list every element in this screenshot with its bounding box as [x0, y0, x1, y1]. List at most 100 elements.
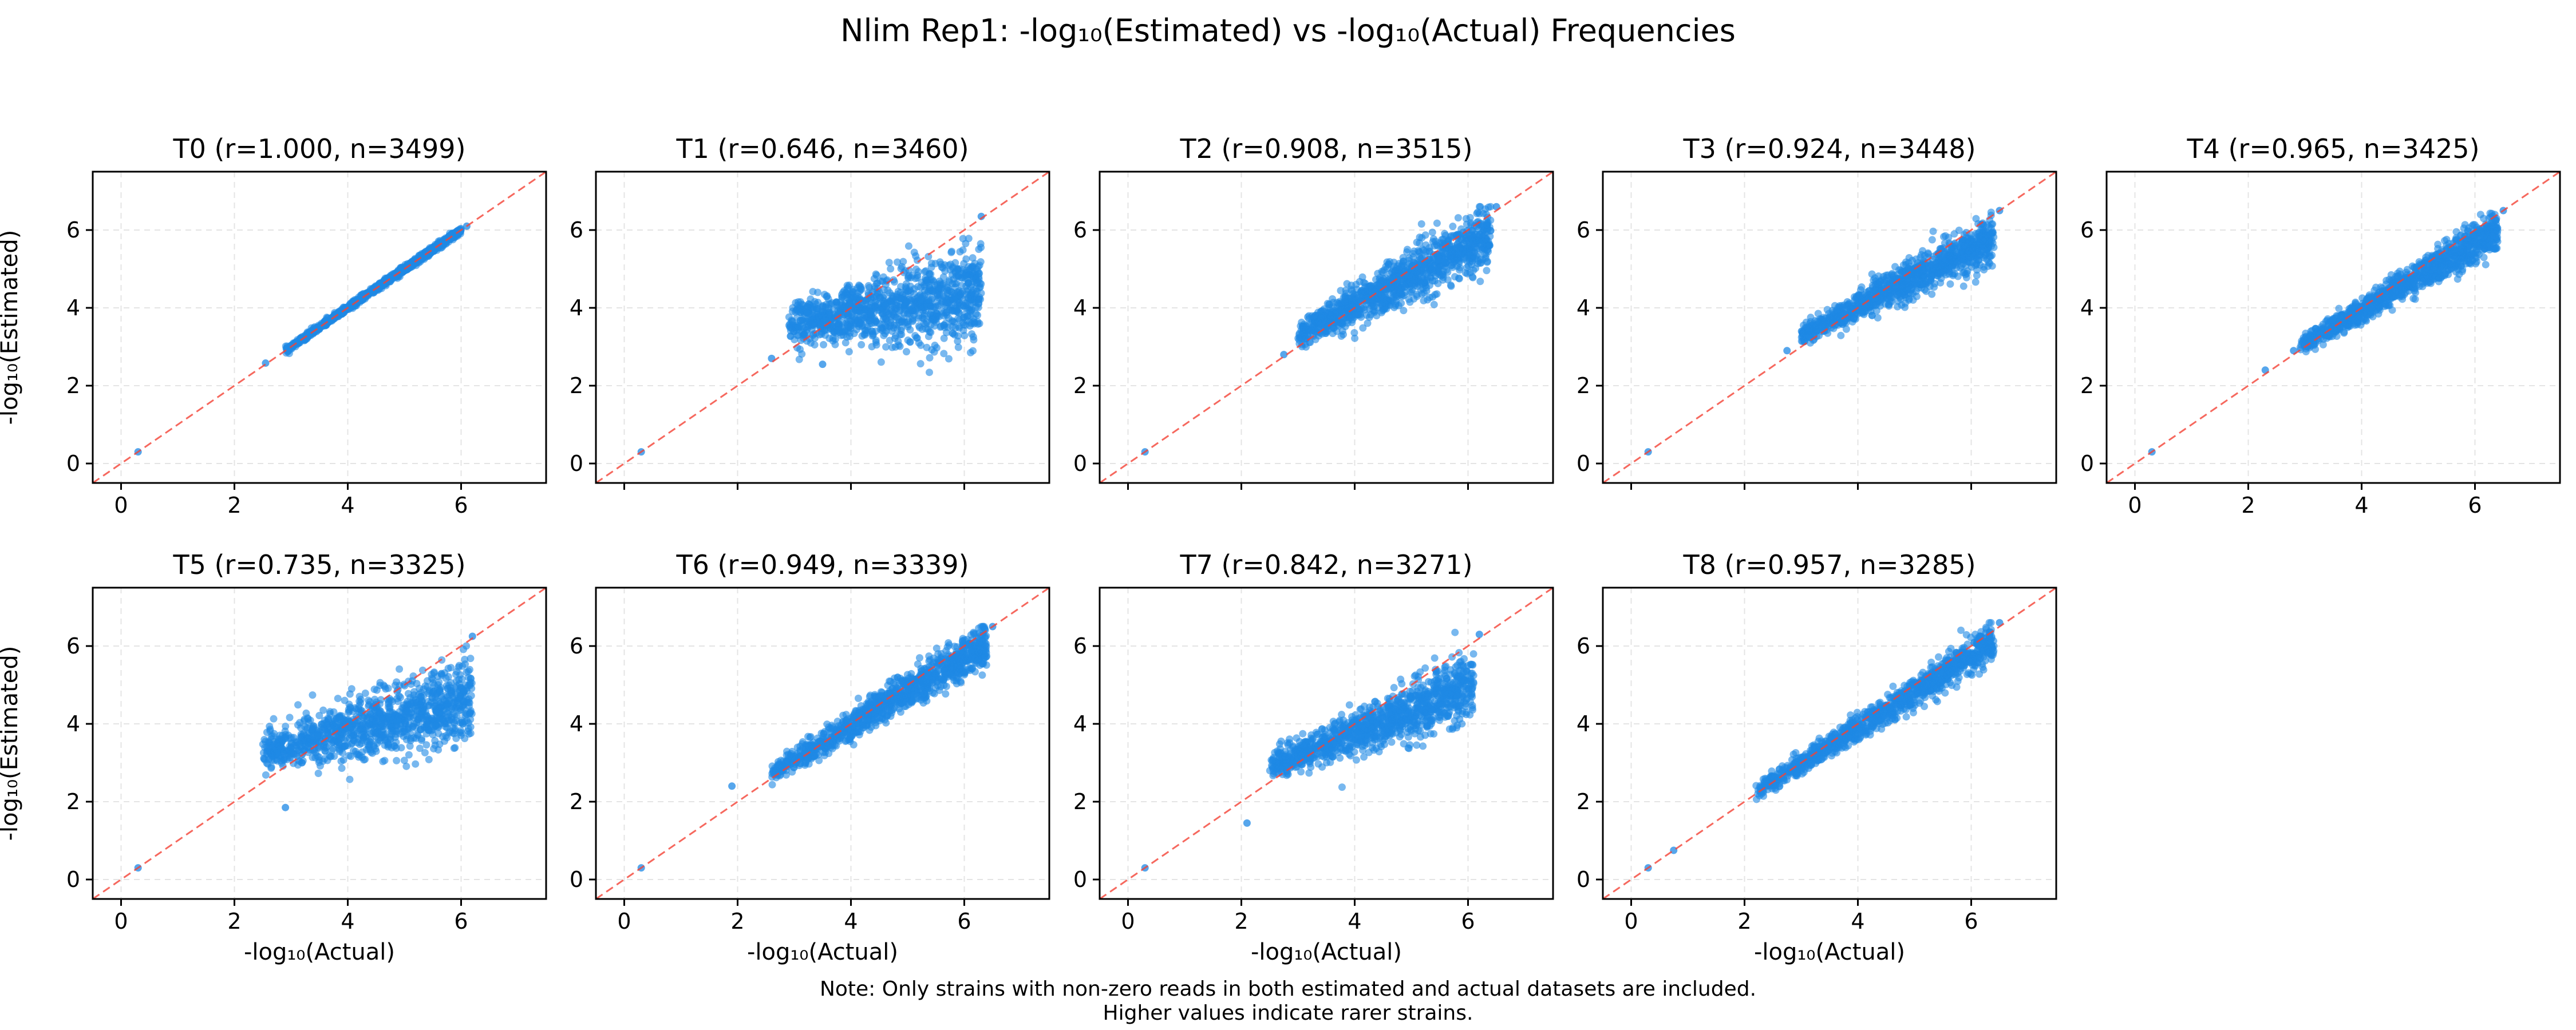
data-point [1976, 232, 1984, 240]
data-point [1929, 267, 1937, 275]
data-point [1486, 241, 1494, 249]
data-point [883, 323, 891, 331]
data-point [918, 294, 926, 302]
data-point [1929, 227, 1937, 235]
data-point [1875, 272, 1883, 280]
data-point [920, 303, 928, 311]
data-point [932, 313, 940, 321]
data-point [1921, 252, 1929, 260]
x-tick-label: 4 [341, 493, 354, 518]
data-point [1364, 319, 1372, 327]
data-point [1965, 247, 1973, 255]
data-point [909, 316, 917, 324]
data-point [924, 252, 933, 260]
data-point [1483, 267, 1491, 275]
y-tick-label: 0 [1577, 451, 1590, 476]
data-point [1433, 219, 1441, 227]
data-point [1984, 262, 1992, 270]
data-point [912, 266, 920, 274]
data-point [922, 267, 930, 275]
y-tick-label: 2 [66, 373, 80, 398]
data-point [882, 343, 890, 351]
data-point [803, 328, 811, 336]
data-point [811, 334, 819, 342]
data-point [1406, 288, 1414, 296]
data-point [846, 323, 854, 331]
data-point [294, 340, 302, 348]
data-point [1457, 225, 1465, 233]
data-point [1377, 308, 1385, 316]
data-point [975, 245, 983, 253]
data-point [787, 327, 795, 335]
data-point [1394, 292, 1402, 300]
data-point [1382, 296, 1390, 304]
data-point [856, 287, 864, 295]
data-point [809, 288, 817, 296]
data-point [1913, 280, 1921, 288]
data-point [873, 319, 881, 327]
data-point [917, 341, 925, 349]
axes-frame [1602, 171, 2057, 484]
data-point [1807, 314, 1815, 322]
data-point [906, 338, 914, 346]
data-point [960, 260, 968, 268]
data-point [1874, 314, 1882, 322]
y-tick-label: 2 [570, 373, 583, 398]
data-point [894, 258, 902, 266]
data-point [1416, 252, 1424, 260]
axes-frame [92, 171, 547, 484]
data-point [902, 283, 910, 291]
data-point [1928, 290, 1936, 298]
data-point [1481, 205, 1490, 213]
data-point [1880, 279, 1888, 287]
data-point [871, 283, 879, 291]
data-point [1837, 318, 1845, 326]
data-point [1429, 237, 1437, 245]
data-point [1410, 295, 1418, 303]
y-axis-label: -log₁₀(Estimated) [0, 230, 23, 425]
data-point [1396, 280, 1404, 288]
data-point [941, 323, 949, 331]
data-point [1416, 239, 1424, 247]
data-point [829, 337, 837, 345]
data-point [972, 303, 980, 311]
data-point [1939, 244, 1947, 252]
data-point [1465, 255, 1473, 263]
data-point [796, 345, 804, 353]
data-point [1377, 280, 1385, 288]
data-point [1417, 220, 1425, 228]
data-point [834, 326, 842, 334]
data-point [910, 285, 918, 293]
data-point [959, 246, 967, 254]
data-point [1812, 320, 1820, 328]
data-point [811, 298, 819, 306]
data-point [1472, 230, 1480, 238]
data-point [881, 299, 889, 307]
data-point [1935, 266, 1943, 274]
data-point [949, 330, 957, 338]
data-point [445, 232, 453, 240]
data-point [844, 312, 852, 320]
data-point [1478, 245, 1486, 253]
data-point [824, 307, 832, 315]
data-point [866, 316, 874, 324]
data-point [1340, 330, 1348, 338]
data-point [372, 283, 380, 291]
data-point [1447, 282, 1455, 290]
data-point [965, 235, 973, 243]
data-point [965, 279, 973, 287]
data-point [1463, 270, 1471, 278]
data-point [876, 294, 884, 302]
data-point [974, 270, 982, 278]
data-point [1958, 239, 1966, 247]
data-point [912, 334, 920, 342]
data-point [977, 212, 985, 220]
data-point [1448, 262, 1456, 270]
data-point [1455, 274, 1463, 282]
y-tick-label: 4 [1073, 295, 1087, 320]
data-point [1927, 276, 1935, 284]
data-point [1945, 233, 1953, 241]
reference-line [1603, 172, 2056, 483]
